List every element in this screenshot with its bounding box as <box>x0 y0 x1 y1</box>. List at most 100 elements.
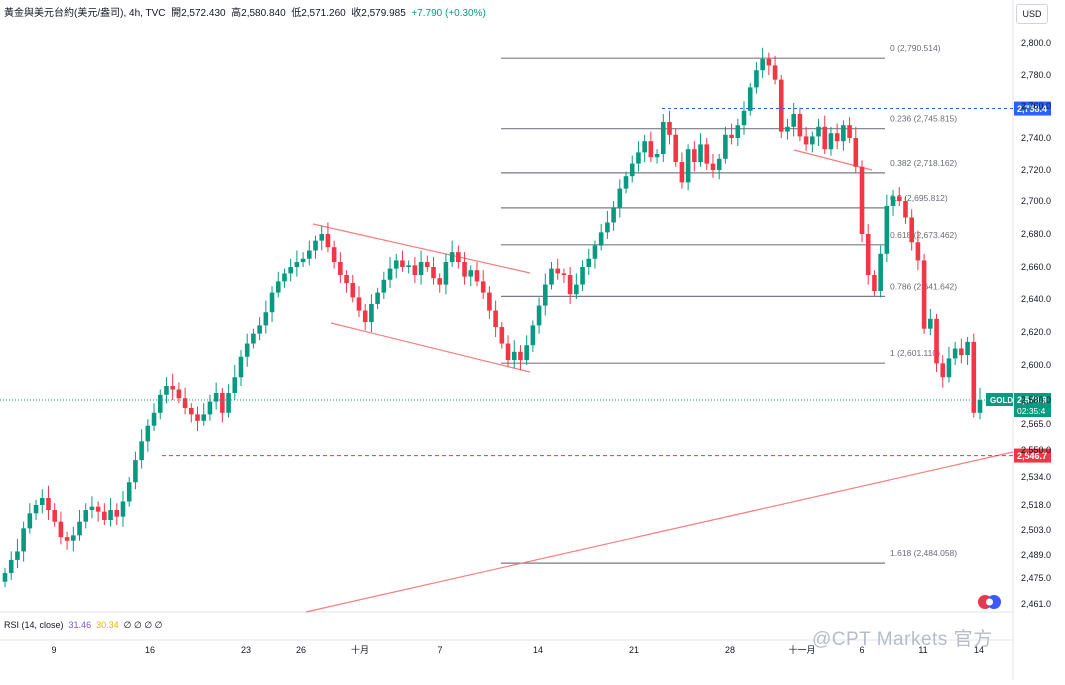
low-value: 低2,571.260 <box>291 8 346 19</box>
candle-body <box>46 498 51 510</box>
candle-body <box>325 234 331 248</box>
x-tick-label: 14 <box>533 645 543 655</box>
candle-body <box>549 268 554 285</box>
candle-body <box>83 510 89 522</box>
rsi-ma-value: 30.34 <box>96 620 119 630</box>
candle-body <box>574 284 579 295</box>
candle-body <box>865 234 871 275</box>
candle-body <box>15 551 20 560</box>
candle-body <box>555 268 561 274</box>
rsi-placeholders: ∅ ∅ ∅ ∅ <box>123 620 163 630</box>
candle-body <box>605 222 610 233</box>
candle-body <box>8 559 14 574</box>
candle-body <box>940 363 946 378</box>
candle-body <box>294 262 300 267</box>
candle-body <box>834 133 840 142</box>
rsi-legend[interactable]: RSI (14, close) 31.46 30.34 ∅ ∅ ∅ ∅ <box>4 620 163 631</box>
candle-body <box>847 125 852 138</box>
candle-body <box>58 521 64 538</box>
candle-body <box>909 217 914 243</box>
candle-body <box>704 144 710 164</box>
candle-body <box>456 252 461 263</box>
x-tick-label: 21 <box>629 645 639 655</box>
source-label: TVC <box>145 8 166 19</box>
candle-body <box>213 393 219 402</box>
candle-body <box>462 262 467 277</box>
candle-body <box>766 59 772 66</box>
candle-body <box>859 166 865 234</box>
candle-body <box>226 393 231 413</box>
x-tick-label: 11 <box>918 645 927 655</box>
candle-body <box>673 134 679 162</box>
candle-body <box>586 258 592 267</box>
candle-body <box>872 275 877 291</box>
candle-body <box>244 343 250 357</box>
candle-body <box>592 245 598 259</box>
candle-body <box>642 141 647 153</box>
watermark: @CPT Markets 官方 <box>812 629 993 650</box>
candle-body <box>39 498 45 505</box>
y-tick-label: 2,640.0 <box>1021 294 1051 304</box>
candle-body <box>220 393 225 413</box>
change-value: +7.790 (+0.30%) <box>411 8 486 19</box>
candle-body <box>946 358 952 378</box>
candle-body <box>971 341 977 413</box>
candle-body <box>952 348 958 359</box>
candle-body <box>139 441 144 461</box>
candle-body <box>157 394 163 413</box>
candle-body <box>406 265 411 267</box>
candle-body <box>822 126 828 150</box>
candle-body <box>89 506 95 510</box>
fib-level-label: 0 (2,790.514) <box>890 43 941 53</box>
candle-body <box>251 333 256 344</box>
y-tick-label: 2,565.0 <box>1021 419 1051 429</box>
y-tick-label: 2,475.0 <box>1021 573 1051 583</box>
candle-body <box>474 270 480 282</box>
candle-body <box>778 79 784 132</box>
fib-level-label: 0.618 (2,673.462) <box>890 230 957 240</box>
candle-body <box>102 511 107 520</box>
candle-body <box>21 528 26 552</box>
candle-body <box>884 205 890 254</box>
candle-body <box>145 425 151 442</box>
x-tick-label: 7 <box>437 645 442 655</box>
candle-body <box>468 270 474 277</box>
y-tick-label: 2,700.0 <box>1021 196 1051 206</box>
currency-button[interactable]: USD <box>1016 4 1048 24</box>
candle-body <box>369 303 374 323</box>
fib-level-label: 0.5 (2,695.812) <box>890 193 948 203</box>
candle-body <box>306 250 312 259</box>
candle-body <box>381 279 387 293</box>
symbol-name: 黃金與美元台約(美元/盎司) <box>4 8 124 19</box>
candle-body <box>52 510 57 522</box>
fib-level-label: 0.382 (2,718.162) <box>890 158 957 168</box>
candle-body <box>95 506 101 512</box>
candle-body <box>636 152 641 164</box>
candle-body <box>437 278 443 285</box>
candle-body <box>611 207 616 223</box>
candle-body <box>841 125 846 142</box>
candle-body <box>499 327 505 344</box>
symbol-header[interactable]: 黃金與美元台約(美元/盎司), 4h, TVC 開2,572.430 高2,58… <box>4 8 486 19</box>
candle-body <box>648 141 654 158</box>
high-value: 高2,580.840 <box>231 8 286 19</box>
blue-price-tag-label: 2,758.4 <box>1017 104 1047 114</box>
candle-body <box>350 283 356 298</box>
x-tick-label: 26 <box>296 645 306 655</box>
candle-body <box>791 114 796 127</box>
candle-body <box>238 356 244 378</box>
candle-body <box>716 158 722 170</box>
support-price-tag <box>1014 448 1051 463</box>
candle-body <box>400 260 405 267</box>
candle-body <box>362 310 368 323</box>
y-tick-label: 2,800.0 <box>1021 38 1051 48</box>
candle-body <box>772 65 778 80</box>
candle-body <box>182 398 188 408</box>
candle-body <box>723 134 728 159</box>
candle-body <box>654 154 660 158</box>
fib-level-label: 1 (2,601.110) <box>890 348 940 358</box>
candle-body <box>598 232 604 246</box>
y-tick-label: 2,680.0 <box>1021 229 1051 239</box>
x-tick-label: 9 <box>51 645 56 655</box>
